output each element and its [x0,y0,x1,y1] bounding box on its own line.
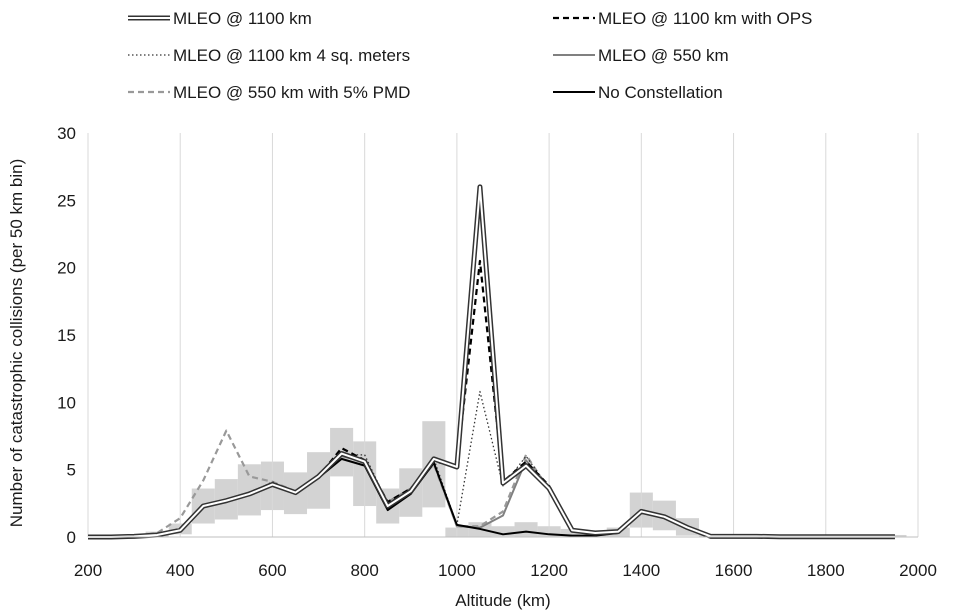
x-axis-label: Altitude (km) [455,591,550,610]
series-line-0 [88,184,895,540]
legend-item: MLEO @ 1100 km 4 sq. meters [128,46,410,65]
y-tick-label: 30 [57,124,76,143]
series-line-4 [88,429,895,539]
series-line-2 [88,390,895,538]
range-band-bar [514,522,538,537]
range-band-bar [560,528,584,537]
legend-item: MLEO @ 550 km with 5% PMD [128,83,410,102]
x-tick-label: 1200 [530,561,568,580]
x-tick-label: 1000 [438,561,476,580]
x-tick-label: 600 [258,561,286,580]
range-band-bar [307,452,331,509]
legend-label: MLEO @ 1100 km 4 sq. meters [173,46,410,65]
legend-label: MLEO @ 550 km with 5% PMD [173,83,410,102]
legend-label: No Constellation [598,83,723,102]
legend-label: MLEO @ 1100 km [173,9,312,28]
x-tick-label: 2000 [899,561,937,580]
y-tick-label: 0 [67,528,76,547]
x-tick-label: 1400 [622,561,660,580]
y-tick-label: 25 [57,191,76,210]
legend-item: MLEO @ 550 km [553,46,729,65]
gridlines [87,133,919,537]
range-band [145,421,907,537]
legend-label: MLEO @ 1100 km with OPS [598,9,812,28]
x-tick-label: 1600 [715,561,753,580]
legend-item: No Constellation [553,83,723,102]
legend-item: MLEO @ 1100 km [128,9,312,28]
y-tick-label: 10 [57,393,76,412]
series-line-inner-0 [88,185,895,538]
x-tick-label: 200 [74,561,102,580]
series-lines [88,184,895,540]
y-axis-label: Number of catastrophic collisions (per 5… [7,159,26,527]
y-tick-label: 15 [57,326,76,345]
range-band-bar [491,526,515,537]
legend-label: MLEO @ 550 km [598,46,729,65]
y-tick-label: 20 [57,259,76,278]
x-tick-label: 400 [166,561,194,580]
legend: MLEO @ 1100 km MLEO @ 1100 km with OPS MLE… [128,9,812,102]
y-tick-label: 5 [67,461,76,480]
x-tick-label: 800 [350,561,378,580]
axes: 200 400 600 800 1000 1200 1400 1600 1800 2000 0 5 10… [57,124,937,580]
legend-item: MLEO @ 1100 km with OPS [553,9,812,28]
x-tick-label: 1800 [807,561,845,580]
